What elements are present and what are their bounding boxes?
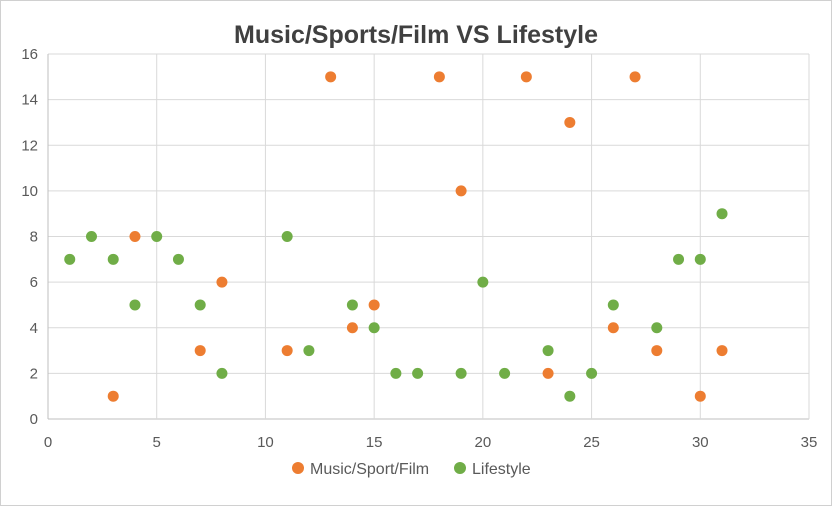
point-lifestyle — [368, 322, 380, 334]
x-tick-label: 5 — [153, 434, 161, 451]
x-tick-label: 0 — [44, 434, 52, 451]
point-music — [564, 116, 576, 128]
point-music — [107, 390, 119, 402]
point-music — [433, 71, 445, 83]
point-lifestyle — [172, 253, 184, 265]
point-lifestyle — [216, 367, 228, 379]
y-tick-label: 4 — [30, 320, 38, 337]
point-music — [194, 345, 206, 357]
chart-title: Music/Sports/Film VS Lifestyle — [234, 21, 598, 49]
point-music — [651, 345, 663, 357]
y-tick-label: 2 — [30, 365, 38, 382]
point-lifestyle — [651, 322, 663, 334]
point-music — [325, 71, 337, 83]
point-lifestyle — [455, 367, 467, 379]
point-lifestyle — [564, 390, 576, 402]
point-lifestyle — [607, 299, 619, 311]
data-points — [64, 71, 728, 402]
point-lifestyle — [390, 367, 402, 379]
point-lifestyle — [673, 253, 685, 265]
y-tick-label: 12 — [21, 137, 38, 154]
x-tick-label: 25 — [583, 434, 600, 451]
point-lifestyle — [499, 367, 511, 379]
legend-label-lifestyle: Lifestyle — [472, 461, 531, 478]
point-music — [694, 390, 706, 402]
y-tick-label: 8 — [30, 229, 38, 246]
y-tick-label: 14 — [21, 92, 38, 109]
gridlines — [47, 53, 810, 420]
y-tick-label: 10 — [21, 183, 38, 200]
point-music — [346, 322, 358, 334]
point-music — [629, 71, 641, 83]
x-tick-label: 35 — [801, 434, 818, 451]
x-tick-label: 15 — [366, 434, 383, 451]
point-lifestyle — [542, 345, 554, 357]
point-lifestyle — [107, 253, 119, 265]
point-lifestyle — [694, 253, 706, 265]
point-music — [368, 299, 380, 311]
point-lifestyle — [586, 367, 598, 379]
point-lifestyle — [477, 276, 489, 288]
point-lifestyle — [346, 299, 358, 311]
point-music — [129, 231, 141, 242]
point-music — [281, 345, 293, 357]
y-tick-label: 6 — [30, 274, 38, 291]
point-lifestyle — [194, 299, 206, 311]
axis-ticks: 0 2 4 6 8 10 12 14 16 0 5 10 15 20 25 30 35 — [21, 46, 817, 451]
legend: Music/Sport/Film Lifestyle — [292, 461, 531, 478]
legend-marker-music — [292, 462, 304, 474]
x-tick-label: 20 — [475, 434, 492, 451]
legend-label-music: Music/Sport/Film — [310, 461, 429, 478]
legend-marker-lifestyle — [454, 462, 466, 474]
point-lifestyle — [716, 208, 728, 220]
x-tick-label: 10 — [257, 434, 274, 451]
point-lifestyle — [303, 345, 315, 357]
point-music — [216, 276, 228, 288]
point-music — [520, 71, 532, 83]
point-music — [455, 185, 467, 197]
point-lifestyle — [412, 367, 424, 379]
point-lifestyle — [85, 231, 97, 242]
y-tick-label: 16 — [21, 46, 38, 63]
point-music — [607, 322, 619, 334]
point-lifestyle — [64, 253, 76, 265]
point-lifestyle — [281, 231, 293, 242]
point-music — [542, 367, 554, 379]
y-tick-label: 0 — [30, 411, 38, 428]
point-music — [716, 345, 728, 357]
x-tick-label: 30 — [692, 434, 709, 451]
point-lifestyle — [151, 231, 163, 242]
point-lifestyle — [129, 299, 141, 311]
